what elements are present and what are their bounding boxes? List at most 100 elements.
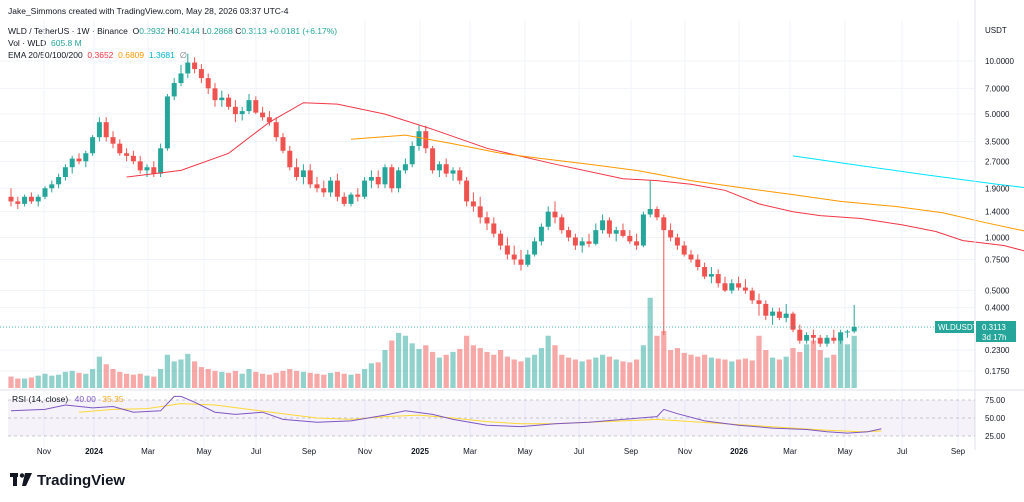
candle-body — [749, 290, 755, 301]
candle-body — [205, 78, 211, 89]
candle — [436, 161, 442, 178]
tradingview-logo[interactable]: TradingView — [10, 472, 125, 490]
candle-body — [661, 217, 667, 231]
candle — [613, 226, 619, 242]
volume-bar — [708, 357, 714, 388]
candle — [396, 167, 402, 193]
volume-bar — [457, 349, 463, 388]
candle — [90, 135, 96, 156]
rsi-ma-value: 35.35 — [102, 394, 124, 404]
candle-body — [287, 150, 293, 168]
candle — [552, 201, 558, 224]
candle — [695, 254, 701, 271]
price-tick-label: 0.4000 — [985, 304, 1010, 313]
price-tick-label: 1.0000 — [985, 233, 1010, 242]
volume-bar — [246, 369, 252, 388]
candle — [226, 94, 232, 110]
candle-body — [776, 311, 782, 318]
candle — [559, 214, 565, 234]
candle-body — [436, 164, 442, 171]
candle-body — [185, 62, 191, 74]
candle — [450, 167, 456, 181]
candle — [253, 96, 259, 115]
candle — [443, 158, 449, 178]
candle-body — [838, 332, 844, 341]
candle — [198, 64, 204, 84]
candle-body — [273, 122, 279, 138]
candle — [804, 332, 810, 344]
candle-body — [69, 158, 75, 168]
candle — [164, 94, 170, 151]
candle-body — [763, 303, 769, 316]
candle-body — [130, 155, 136, 162]
volume-bar — [253, 371, 259, 388]
candle-body — [232, 106, 238, 115]
volume-bar — [402, 335, 408, 388]
time-axis[interactable]: Nov 2024 Mar May Jul Sep Nov 2025 Mar May Jul Sep No… — [37, 447, 966, 456]
candle-body — [171, 83, 177, 97]
candle-body — [804, 334, 810, 341]
candle-body — [559, 217, 565, 231]
candle-body — [729, 283, 735, 291]
price-tag-value: 0.3113 — [982, 323, 1006, 332]
price-tick-label: 0.7500 — [985, 255, 1010, 264]
candle — [137, 155, 143, 174]
volume-bar — [470, 345, 476, 388]
candle-body — [457, 170, 463, 181]
candle — [185, 53, 191, 79]
candle-body — [409, 145, 415, 165]
tradingview-icon — [10, 472, 32, 490]
volume-bar — [192, 361, 198, 388]
price-tick-label: 0.1750 — [985, 367, 1010, 376]
price-axis[interactable]: USDT 10.0000 7.0000 5.0000 3.5000 2.7000 1.90… — [985, 26, 1014, 376]
candle — [810, 329, 816, 344]
candle — [260, 106, 266, 121]
candle — [280, 133, 286, 154]
volume-bar — [436, 357, 442, 388]
time-tick-label: Sep — [302, 447, 317, 456]
candle — [790, 311, 796, 333]
volume-bar — [749, 360, 755, 388]
candle — [572, 233, 578, 250]
time-tick-label: Nov — [37, 447, 51, 456]
volume-bar — [627, 362, 633, 388]
price-tag-bg — [976, 321, 1016, 342]
volume-bar — [22, 378, 28, 388]
volume-bar — [681, 352, 687, 388]
volume-bar — [831, 354, 837, 388]
volume-bar — [790, 348, 796, 388]
candle-body — [76, 158, 82, 162]
volume-bar — [443, 354, 449, 388]
volume-bar — [688, 354, 694, 388]
candle-body — [246, 100, 252, 112]
candle-body — [627, 235, 633, 242]
candle — [742, 279, 748, 294]
volume-bar — [559, 354, 565, 388]
candle-body — [219, 97, 225, 101]
candle — [300, 164, 306, 185]
symbol-name: WLD / TetherUS · 1W · Binance — [8, 26, 128, 36]
candle — [498, 230, 504, 250]
volume-bar — [219, 371, 225, 388]
candle-body — [695, 259, 701, 267]
candle-body — [348, 194, 354, 204]
candle — [110, 131, 116, 149]
candle-body — [532, 241, 538, 255]
candle — [661, 214, 667, 335]
volume-bar — [817, 350, 823, 388]
rsi-tick-label: 50.00 — [985, 414, 1006, 423]
candle-body — [477, 206, 483, 218]
candle — [124, 148, 130, 162]
time-tick-label: May — [837, 447, 852, 456]
candle — [627, 230, 633, 244]
candle — [178, 64, 184, 87]
candle-body — [28, 196, 34, 202]
candle-body — [15, 201, 21, 204]
candle-body — [518, 259, 524, 265]
candle-body — [756, 300, 762, 304]
candle — [42, 186, 48, 200]
volume-bar — [151, 376, 157, 388]
candle — [838, 329, 844, 344]
candle-body — [124, 153, 130, 156]
